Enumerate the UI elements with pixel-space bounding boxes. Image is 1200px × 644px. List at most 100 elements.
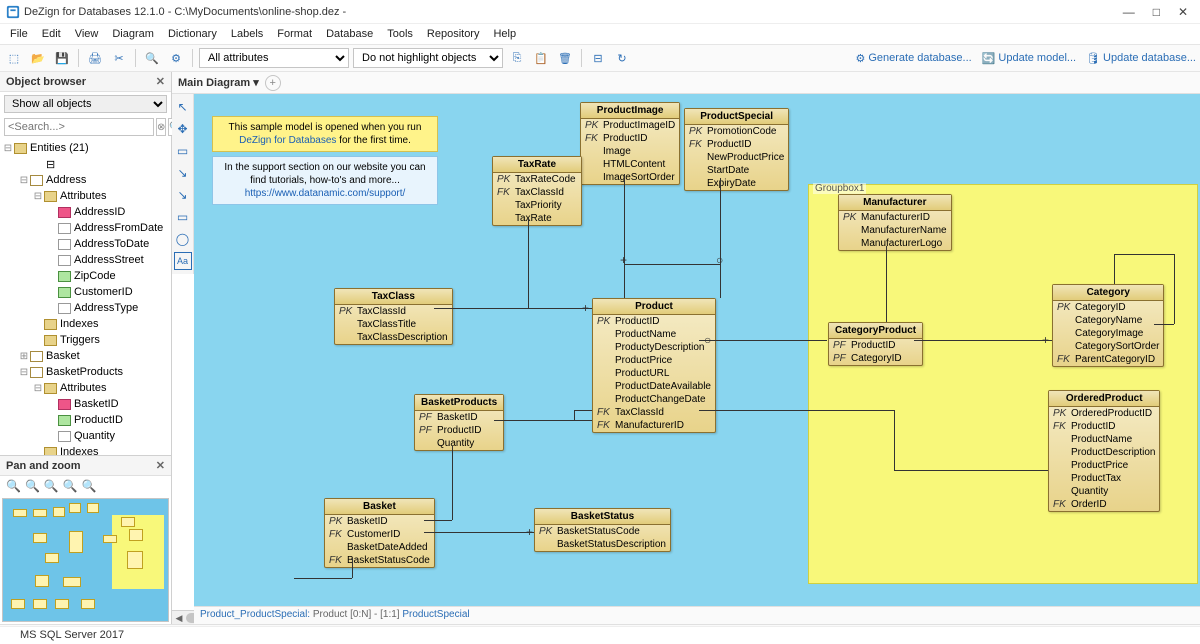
tree-node[interactable]: Quantity xyxy=(0,428,171,444)
highlight-select[interactable]: Do not highlight objects xyxy=(353,48,503,68)
entity-productspecial[interactable]: ProductSpecialPKPromotionCodeFKProductID… xyxy=(684,108,789,191)
refresh-button[interactable]: ↻ xyxy=(612,48,632,68)
tree-node[interactable]: AddressToDate xyxy=(0,236,171,252)
cut-button[interactable]: ✂ xyxy=(109,48,129,68)
update-model-link[interactable]: 🔄Update model... xyxy=(982,52,1076,65)
generate-db-link[interactable]: ⚙Generate database... xyxy=(855,52,971,65)
entity-categoryproduct[interactable]: CategoryProductPFProductIDPFCategoryID xyxy=(828,322,923,366)
menu-dictionary[interactable]: Dictionary xyxy=(162,26,223,42)
pan-zoom-header: Pan and zoom ✕ xyxy=(0,456,171,476)
print-button[interactable]: 🖨 xyxy=(85,48,105,68)
menu-format[interactable]: Format xyxy=(271,26,318,42)
entity-productimage[interactable]: ProductImagePKProductImageIDFKProductIDI… xyxy=(580,102,680,185)
zoom-out-icon[interactable]: 🔍 xyxy=(44,479,59,493)
clear-search-button[interactable]: ⊗ xyxy=(156,118,166,136)
tree-node[interactable]: AddressID xyxy=(0,204,171,220)
search-input[interactable] xyxy=(4,118,154,136)
entity-orderedproduct[interactable]: OrderedProductPKOrderedProductIDFKProduc… xyxy=(1048,390,1160,512)
maximize-button[interactable]: □ xyxy=(1153,5,1160,19)
zoom-100-icon[interactable]: 🔍 xyxy=(82,479,97,493)
pointer-tool-icon[interactable]: ↖ xyxy=(174,98,192,116)
text-tool-icon[interactable]: ◯ xyxy=(174,230,192,248)
entity-basketstatus[interactable]: BasketStatusPKBasketStatusCodeBasketStat… xyxy=(534,508,671,552)
settings-button[interactable]: ⚙ xyxy=(166,48,186,68)
new-button[interactable]: ⬚ xyxy=(4,48,24,68)
object-tree[interactable]: ⊟Entities (21)⊟⊟Address⊟AttributesAddres… xyxy=(0,138,171,455)
menu-labels[interactable]: Labels xyxy=(225,26,269,42)
toolbar: ⬚ 📂 💾 🖨 ✂ 🔍 ⚙ All attributes Do not high… xyxy=(0,44,1200,72)
menu-file[interactable]: File xyxy=(4,26,34,42)
menu-edit[interactable]: Edit xyxy=(36,26,67,42)
relation-tool-icon[interactable]: ↘ xyxy=(174,164,192,182)
entity-basket[interactable]: BasketPKBasketIDFKCustomerIDBasketDateAd… xyxy=(324,498,435,568)
attribute-filter-select[interactable]: All attributes xyxy=(199,48,349,68)
menubar: File Edit View Diagram Dictionary Labels… xyxy=(0,24,1200,44)
diagram-tab[interactable]: Main Diagram ▾ xyxy=(178,76,259,89)
entity-taxclass[interactable]: TaxClassPKTaxClassIdTaxClassTitleTaxClas… xyxy=(334,288,453,345)
menu-repository[interactable]: Repository xyxy=(421,26,486,42)
close-button[interactable]: ✕ xyxy=(1178,5,1188,19)
tree-node[interactable]: ProductID xyxy=(0,412,171,428)
object-filter-select[interactable]: Show all objects xyxy=(4,95,167,113)
zoom-fit-icon[interactable]: 🔍 xyxy=(63,479,78,493)
tree-node[interactable]: AddressStreet xyxy=(0,252,171,268)
entity-basketproducts[interactable]: BasketProductsPFBasketIDPFProductIDQuant… xyxy=(414,394,504,451)
tree-node[interactable]: ⊟Attributes xyxy=(0,380,171,396)
tree-node[interactable]: AddressFromDate xyxy=(0,220,171,236)
menu-view[interactable]: View xyxy=(69,26,105,42)
panel-close-icon[interactable]: ✕ xyxy=(156,75,165,88)
find-button[interactable]: 🔍 xyxy=(142,48,162,68)
groupbox-label: Groupbox1 xyxy=(813,183,866,194)
app-icon xyxy=(6,5,20,19)
note-sample[interactable]: This sample model is opened when you run… xyxy=(212,116,438,152)
menu-diagram[interactable]: Diagram xyxy=(106,26,160,42)
tree-node[interactable]: ⊟Address xyxy=(0,172,171,188)
move-tool-icon[interactable]: ✥ xyxy=(174,120,192,138)
menu-database[interactable]: Database xyxy=(320,26,379,42)
relation2-tool-icon[interactable]: ↘ xyxy=(174,186,192,204)
update-db-link[interactable]: 🛢Update database... xyxy=(1086,52,1196,65)
relationship-info: Product_ProductSpecial: Product [0:N] - … xyxy=(194,606,1200,624)
note-tool-icon[interactable]: ▭ xyxy=(174,208,192,226)
diagram-toolbar: ↖ ✥ ▭ ↘ ↘ ▭ ◯ Aa xyxy=(172,94,194,274)
note-support[interactable]: In the support section on our website yo… xyxy=(212,156,438,205)
paste-button[interactable]: 📋 xyxy=(531,48,551,68)
tree-node[interactable]: ZipCode xyxy=(0,268,171,284)
entity-taxrate[interactable]: TaxRatePKTaxRateCodeFKTaxClassIdTaxPrior… xyxy=(492,156,582,226)
db-icon: 🛢 xyxy=(1086,52,1100,65)
tree-node[interactable]: ⊟ xyxy=(0,156,171,172)
menu-tools[interactable]: Tools xyxy=(381,26,419,42)
tree-node[interactable]: Triggers xyxy=(0,332,171,348)
label-tool-icon[interactable]: Aa xyxy=(174,252,192,270)
minimap[interactable] xyxy=(2,498,169,622)
tree-node[interactable]: ⊞Basket xyxy=(0,348,171,364)
menu-help[interactable]: Help xyxy=(487,26,522,42)
zoom-tool-icon[interactable]: 🔍 xyxy=(6,479,21,493)
tree-node[interactable]: BasketID xyxy=(0,396,171,412)
update-icon: 🔄 xyxy=(982,52,996,65)
tree-node[interactable]: ⊟BasketProducts xyxy=(0,364,171,380)
entity-category[interactable]: CategoryPKCategoryIDCategoryNameCategory… xyxy=(1052,284,1164,367)
save-button[interactable]: 💾 xyxy=(52,48,72,68)
align-button[interactable]: ⊟ xyxy=(588,48,608,68)
add-tab-button[interactable]: + xyxy=(265,75,281,91)
copy-button[interactable]: ⎘ xyxy=(507,48,527,68)
tree-node[interactable]: ⊟Attributes xyxy=(0,188,171,204)
object-browser-header: Object browser ✕ xyxy=(0,72,171,92)
tree-node[interactable]: CustomerID xyxy=(0,284,171,300)
panel-close-icon[interactable]: ✕ xyxy=(156,459,165,472)
window-title: DeZign for Databases 12.1.0 - C:\MyDocum… xyxy=(24,6,346,18)
entity-product[interactable]: ProductPKProductIDProductNameProductyDes… xyxy=(592,298,716,433)
diagram-canvas[interactable]: Groupbox1 This sample model is opened wh… xyxy=(194,94,1200,610)
entity-manufacturer[interactable]: ManufacturerPKManufacturerIDManufacturer… xyxy=(838,194,952,251)
open-button[interactable]: 📂 xyxy=(28,48,48,68)
delete-button[interactable]: 🗑 xyxy=(555,48,575,68)
tree-node[interactable]: AddressType xyxy=(0,300,171,316)
gear-icon: ⚙ xyxy=(855,52,865,65)
minimize-button[interactable]: — xyxy=(1123,5,1135,19)
tree-node[interactable]: Indexes xyxy=(0,444,171,455)
entity-tool-icon[interactable]: ▭ xyxy=(174,142,192,160)
db-engine-label: MS SQL Server 2017 xyxy=(0,626,1200,644)
tree-node[interactable]: Indexes xyxy=(0,316,171,332)
zoom-in-icon[interactable]: 🔍 xyxy=(25,479,40,493)
